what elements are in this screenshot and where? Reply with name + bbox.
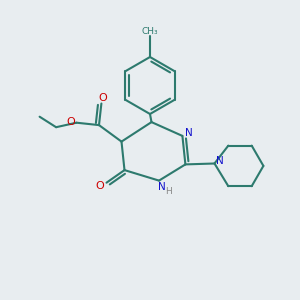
Text: N: N [216,156,224,166]
Text: O: O [95,181,104,191]
Text: CH₃: CH₃ [142,27,158,36]
Text: O: O [98,93,107,103]
Text: O: O [67,117,76,127]
Text: N: N [185,128,193,139]
Text: H: H [166,188,172,196]
Text: N: N [158,182,166,192]
